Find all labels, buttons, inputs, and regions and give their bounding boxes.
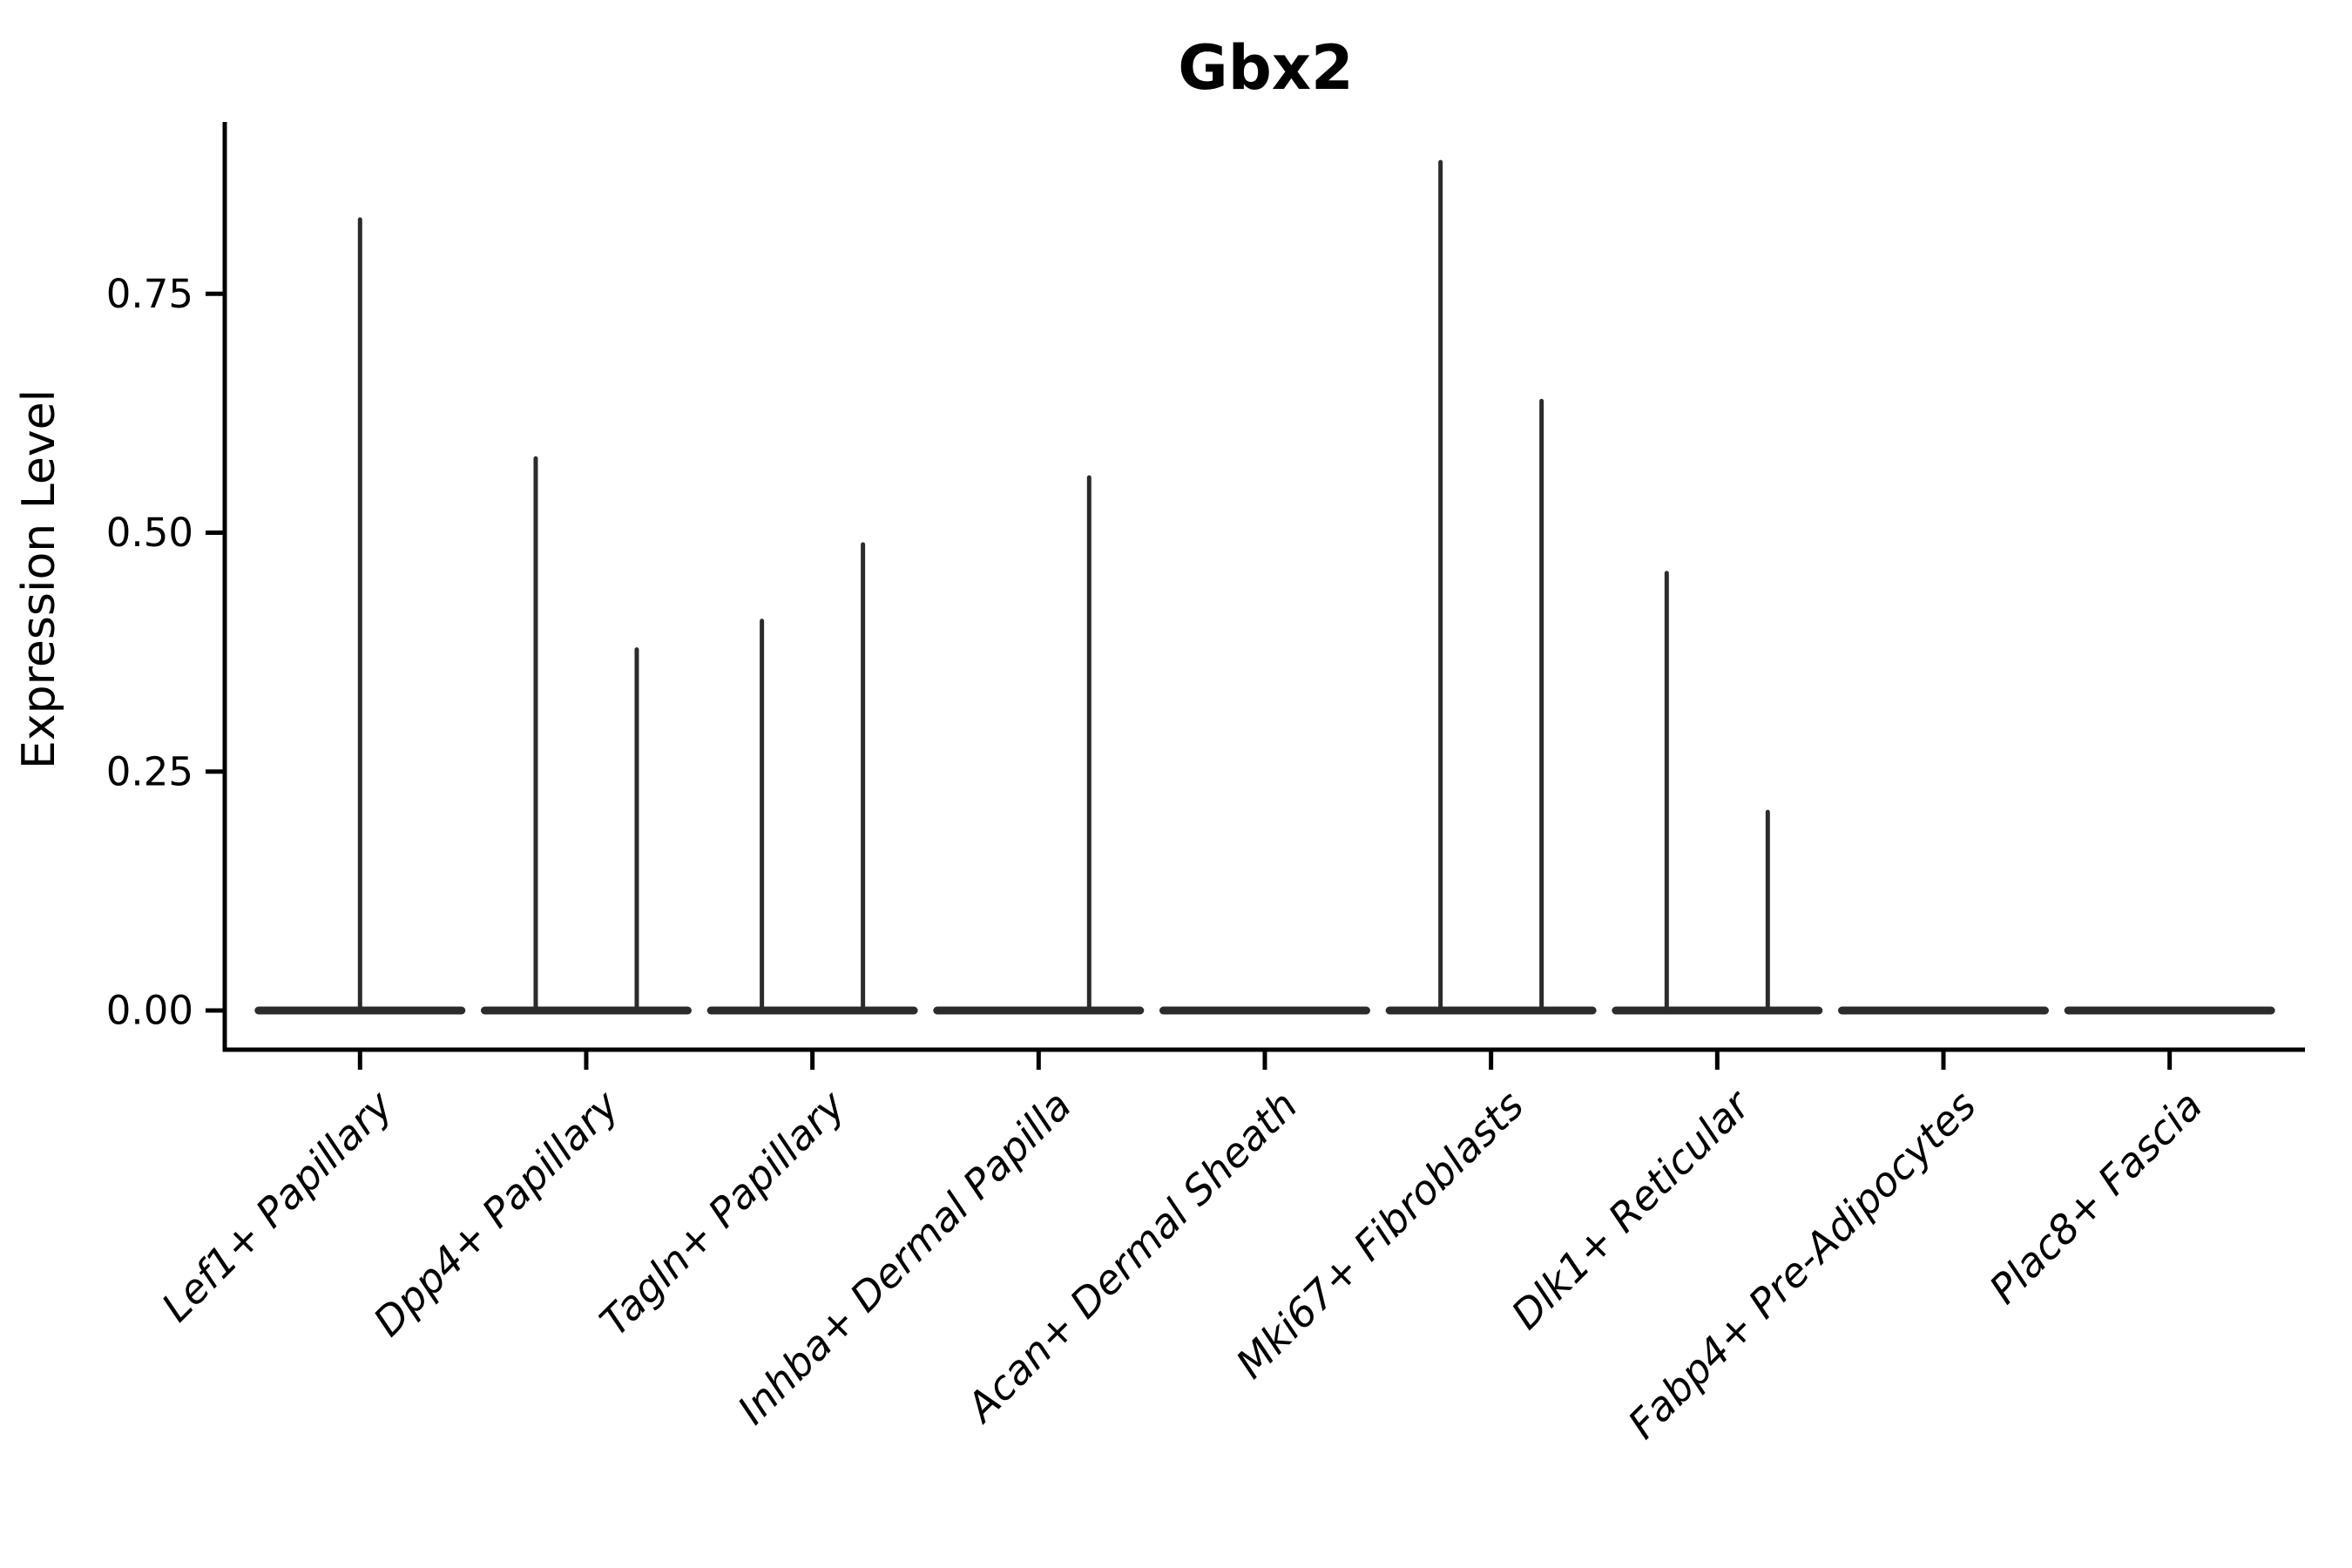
y-tick-label: 0.25: [106, 748, 193, 794]
axis-spines: [222, 122, 2305, 1052]
x-tick-label: Tagln+ Papillary: [591, 1081, 855, 1345]
violin-4: [933, 475, 1145, 1015]
violin-7: [1612, 571, 1823, 1015]
y-tick-label: 0.50: [106, 510, 193, 556]
chart-title: Gbx2: [1178, 32, 1353, 104]
x-tick-label: Lef1+ Papillary: [152, 1081, 402, 1330]
violins-layer: [254, 159, 2275, 1015]
violin-1: [254, 217, 466, 1015]
x-tick-label: Dlk1+ Reticular: [1502, 1079, 1761, 1338]
x-tick-label: Dpp4+ Papillary: [364, 1081, 628, 1345]
y-axis-label: Expression Level: [13, 389, 65, 769]
x-tick-label: Plac8+ Fascia: [1980, 1082, 2211, 1313]
violin-6: [1385, 159, 1597, 1015]
violin-3: [706, 542, 918, 1015]
y-tick-label: 0.75: [106, 271, 193, 317]
y-tick-label: 0.00: [106, 988, 193, 1034]
violin-2: [480, 456, 692, 1015]
